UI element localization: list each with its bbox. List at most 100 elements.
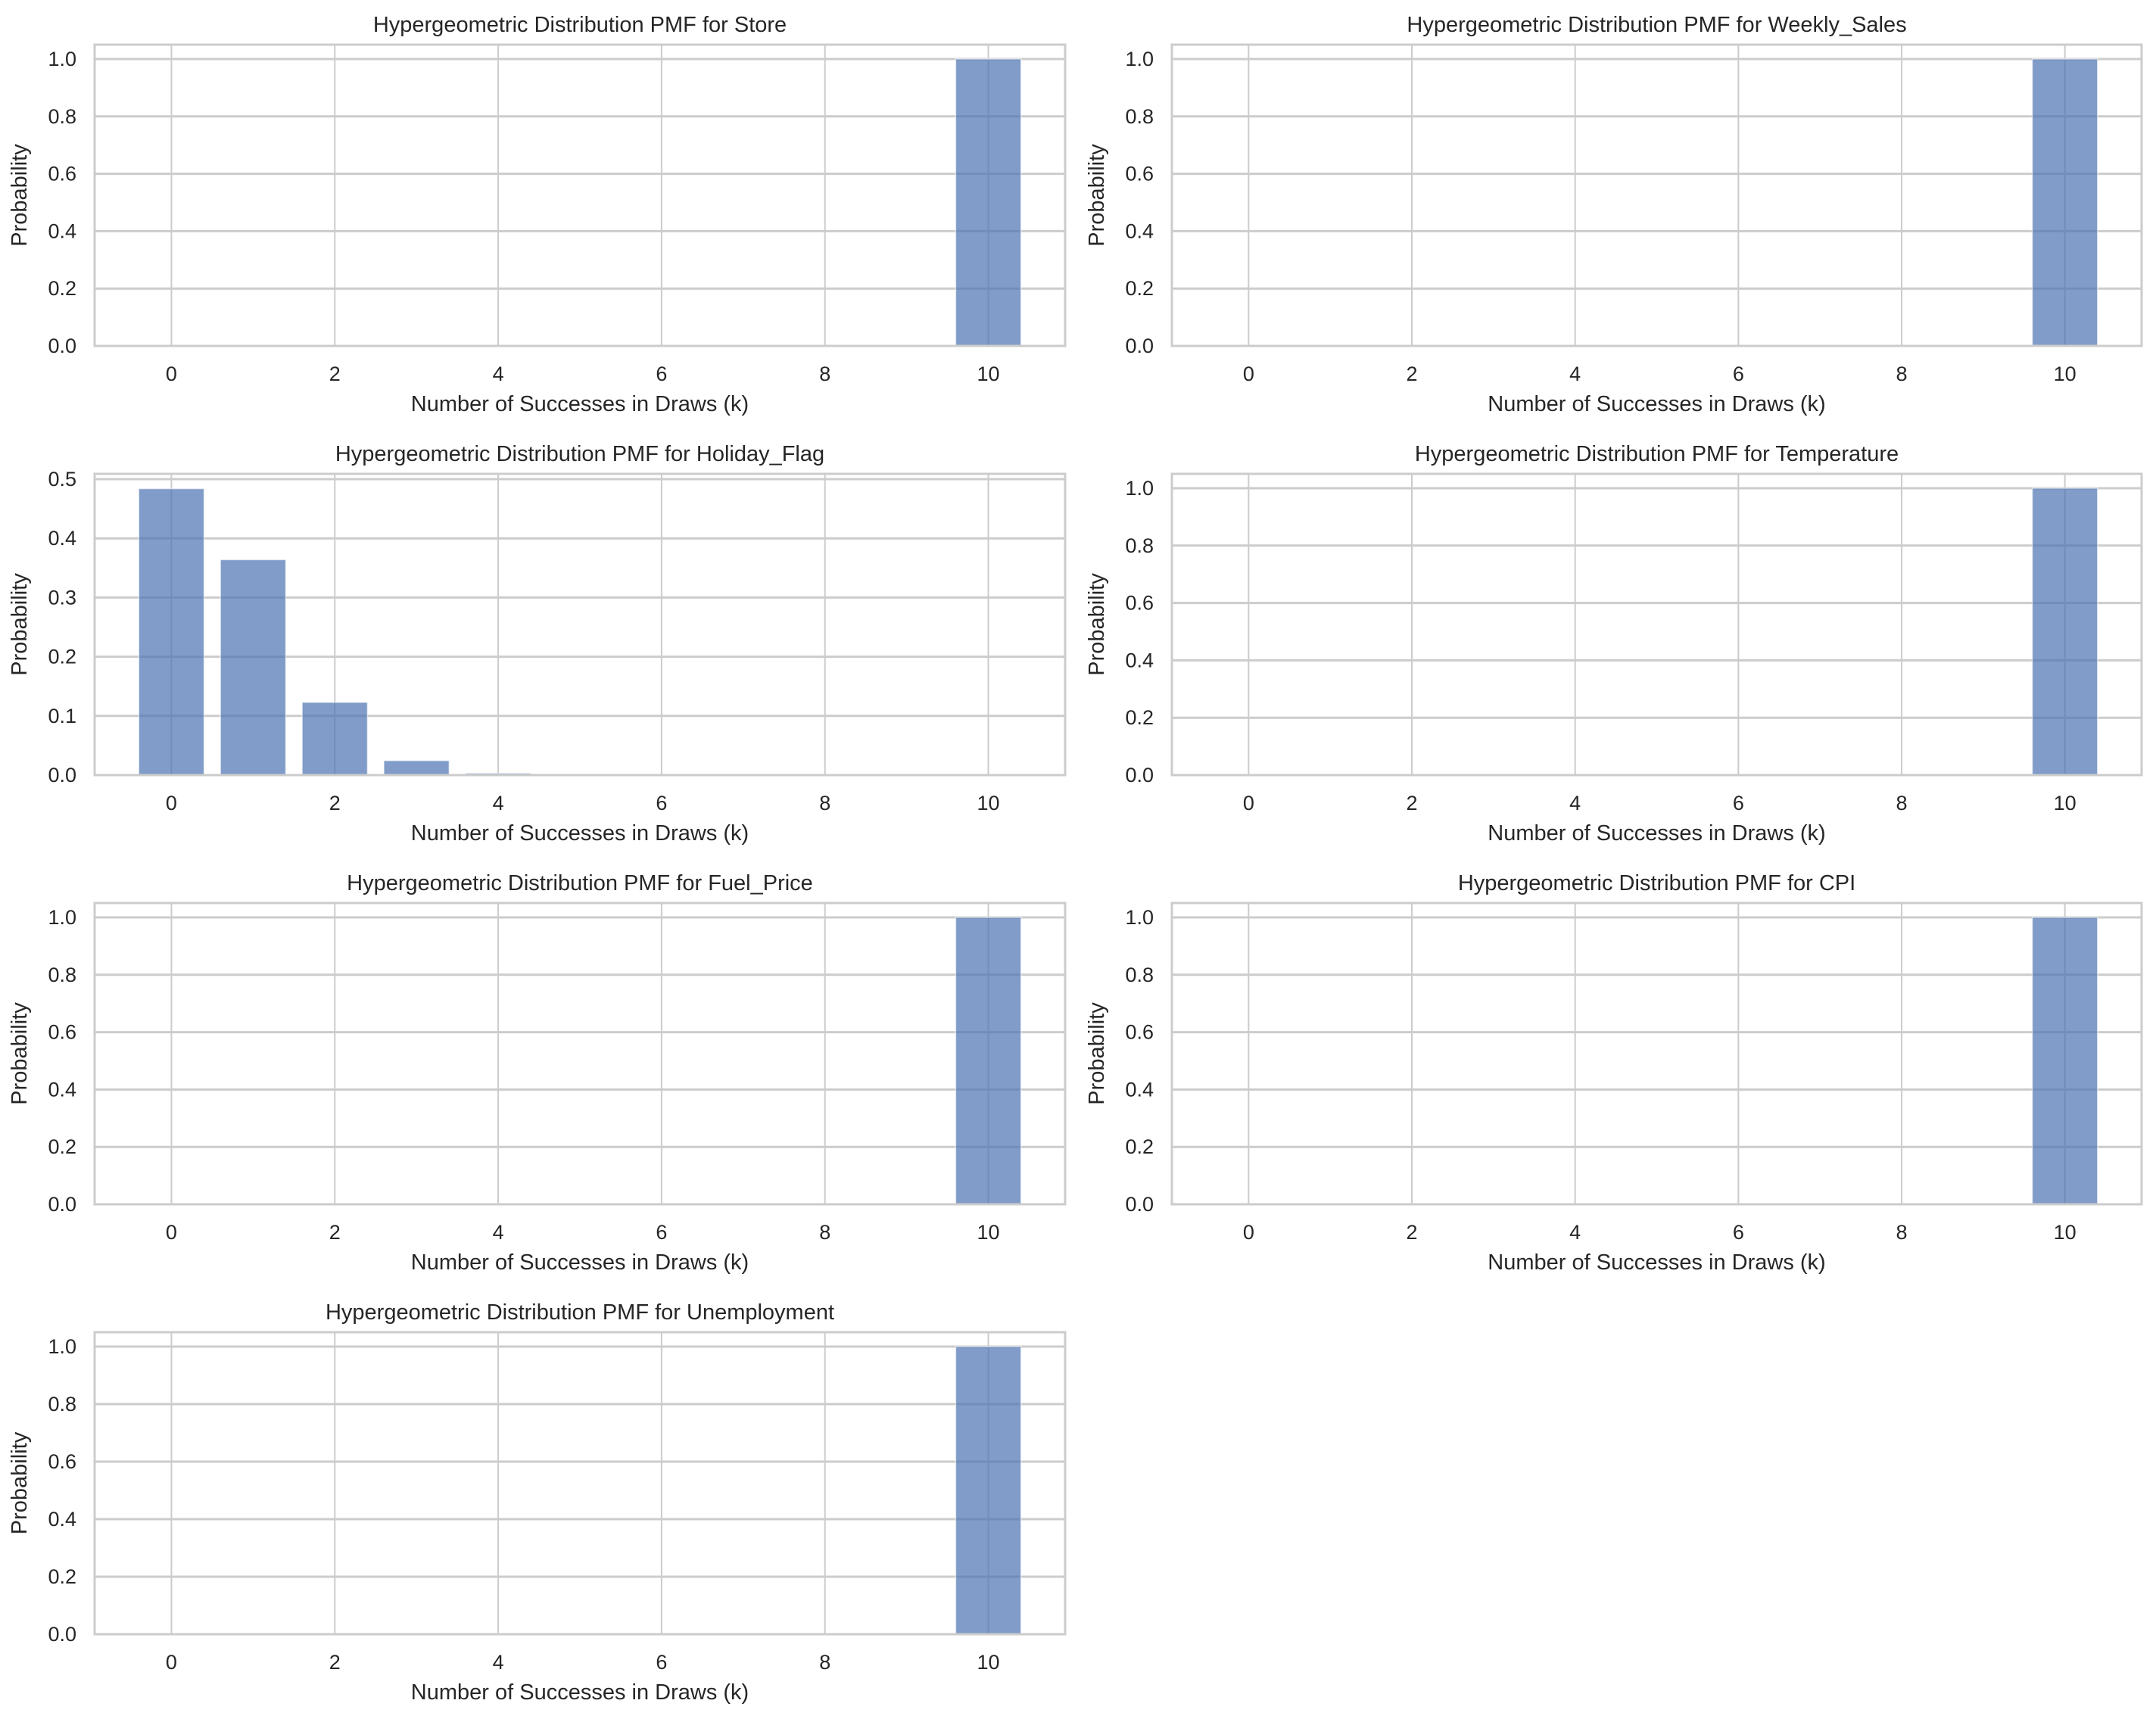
y-axis-label: Probability: [8, 144, 32, 247]
axes-frame: [1170, 902, 2143, 1206]
y-tick-label: 1.0: [1125, 48, 1154, 70]
x-tick-label: 10: [977, 363, 1000, 385]
y-tick-label: 0.6: [1125, 163, 1154, 185]
subplot-title: Hypergeometric Distribution PMF for Temp…: [1415, 442, 1899, 466]
y-tick-label: 0.8: [1125, 534, 1154, 557]
axes-frame: [93, 1331, 1067, 1636]
bar-k-2: [301, 702, 369, 776]
y-tick-label: 0.4: [48, 220, 76, 242]
bar-k-10: [955, 1346, 1022, 1635]
x-axis-label: Number of Successes in Draws (k): [411, 392, 749, 416]
bar-k-10: [2031, 58, 2098, 347]
x-tick-label: 10: [977, 792, 1000, 814]
y-axis-label: Probability: [1085, 144, 1109, 247]
y-axis-label: Probability: [1085, 1002, 1109, 1105]
y-tick-label: 1.0: [1125, 477, 1154, 500]
x-tick-label: 6: [1733, 792, 1744, 814]
y-tick-label: 0.2: [48, 1135, 76, 1158]
y-tick-label: 0.0: [48, 1623, 76, 1646]
x-tick-label: 4: [1569, 363, 1581, 385]
y-tick-label: 0.6: [48, 1021, 76, 1044]
y-tick-label: 0.0: [1125, 335, 1154, 357]
y-tick-label: 0.8: [1125, 964, 1154, 986]
plot-area: [95, 1332, 1065, 1634]
y-tick-label: 0.0: [1125, 1193, 1154, 1216]
axes-frame: [93, 902, 1067, 1206]
x-tick-label: 8: [1896, 1221, 1907, 1244]
y-tick-label: 0.4: [1125, 1078, 1154, 1101]
subplot-title: Hypergeometric Distribution PMF for Stor…: [373, 13, 787, 37]
y-tick-label: 1.0: [1125, 906, 1154, 929]
x-tick-label: 2: [329, 1221, 341, 1244]
bar-k-10: [2031, 917, 2098, 1205]
x-axis-label: Number of Successes in Draws (k): [1488, 821, 1825, 845]
x-tick-label: 8: [1896, 792, 1907, 814]
bar-k-10: [955, 917, 1022, 1205]
subplot-title: Hypergeometric Distribution PMF for CPI: [1458, 871, 1855, 895]
subplot-3: 0 2 4 6 8 10 0.0 0.2 0.4 0.6 0.8 1.0 Hypergeometric …: [1085, 442, 2143, 845]
y-tick-label: 0.6: [48, 163, 76, 185]
subplot-2: 0 2 4 6 8 10 0.0 0.1 0.2 0.3 0.4 0.5 Hypergeometric …: [8, 442, 1067, 845]
y-tick-label: 0.8: [48, 964, 76, 986]
x-tick-label: 8: [819, 792, 830, 814]
y-axis-label: Probability: [8, 1431, 32, 1534]
y-tick-label: 0.4: [1125, 649, 1154, 671]
subplot-title: Hypergeometric Distribution PMF for Unem…: [326, 1300, 834, 1325]
x-axis-label: Number of Successes in Draws (k): [411, 1680, 749, 1705]
x-axis-label: Number of Successes in Draws (k): [411, 821, 749, 845]
x-tick-label: 4: [493, 1221, 504, 1244]
plot-area: [95, 45, 1065, 346]
y-tick-label: 0.2: [48, 646, 76, 668]
x-tick-label: 10: [977, 1651, 1000, 1674]
x-tick-label: 0: [166, 363, 177, 385]
x-tick-label: 6: [656, 792, 667, 814]
y-tick-label: 0.6: [1125, 592, 1154, 615]
bar-k-10: [955, 58, 1022, 347]
y-tick-label: 1.0: [48, 1335, 76, 1358]
axes-frame: [1170, 43, 2143, 347]
x-tick-label: 10: [2054, 792, 2077, 814]
y-tick-label: 0.4: [48, 1508, 76, 1531]
x-tick-label: 0: [166, 1651, 177, 1674]
subplot-4: 0 2 4 6 8 10 0.0 0.2 0.4 0.6 0.8 1.0 Hypergeometric …: [8, 871, 1067, 1275]
x-tick-label: 2: [329, 363, 341, 385]
y-tick-label: 0.0: [48, 1193, 76, 1216]
y-tick-label: 0.8: [48, 105, 76, 128]
y-tick-label: 0.3: [48, 586, 76, 609]
x-tick-label: 2: [1406, 1221, 1417, 1244]
y-tick-label: 0.2: [1125, 277, 1154, 300]
plot-area: [1172, 45, 2142, 346]
subplot-title: Hypergeometric Distribution PMF for Holi…: [335, 442, 824, 466]
x-tick-label: 6: [656, 1221, 667, 1244]
x-tick-label: 0: [166, 792, 177, 814]
x-tick-label: 0: [1243, 1221, 1254, 1244]
x-tick-label: 4: [1569, 792, 1581, 814]
plot-area: [1172, 474, 2142, 775]
x-tick-label: 10: [977, 1221, 1000, 1244]
y-tick-label: 0.8: [1125, 105, 1154, 128]
y-tick-label: 0.0: [48, 764, 76, 786]
y-tick-label: 0.8: [48, 1393, 76, 1415]
x-tick-label: 2: [329, 792, 341, 814]
y-tick-label: 0.1: [48, 705, 76, 727]
subplot-5: 0 2 4 6 8 10 0.0 0.2 0.4 0.6 0.8 1.0 Hypergeometric …: [1085, 871, 2143, 1275]
x-tick-label: 6: [656, 1651, 667, 1674]
y-axis-label: Probability: [8, 1002, 32, 1105]
x-tick-label: 4: [493, 792, 504, 814]
x-tick-label: 2: [329, 1651, 341, 1674]
bar-k-0: [138, 487, 205, 776]
subplot-6: 0 2 4 6 8 10 0.0 0.2 0.4 0.6 0.8 1.0 Hypergeometric …: [8, 1300, 1067, 1705]
y-tick-label: 0.4: [48, 527, 76, 550]
y-tick-label: 0.0: [1125, 764, 1154, 786]
plot-area: [95, 903, 1065, 1204]
x-tick-label: 2: [1406, 363, 1417, 385]
x-tick-label: 0: [1243, 363, 1254, 385]
x-tick-label: 6: [1733, 363, 1744, 385]
x-axis-label: Number of Successes in Draws (k): [1488, 392, 1825, 416]
x-tick-label: 8: [1896, 363, 1907, 385]
x-tick-label: 6: [656, 363, 667, 385]
y-tick-label: 0.5: [48, 468, 76, 490]
y-tick-label: 0.4: [48, 1078, 76, 1101]
subplot-1: 0 2 4 6 8 10 0.0 0.2 0.4 0.6 0.8 1.0 Hypergeometric …: [1085, 13, 2143, 416]
